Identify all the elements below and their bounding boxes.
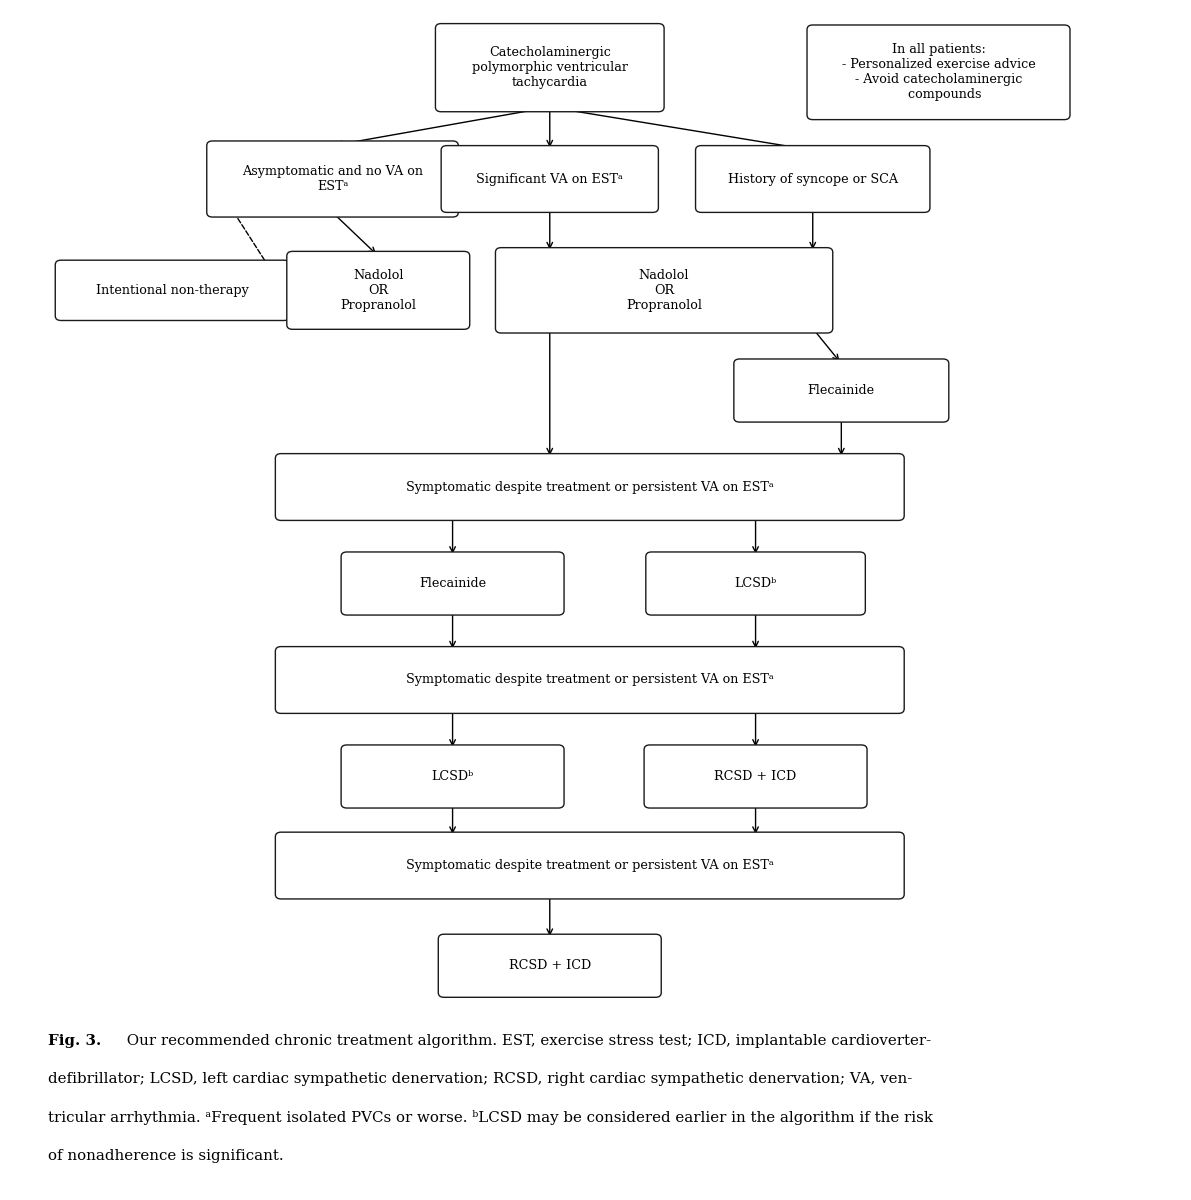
FancyBboxPatch shape (287, 251, 469, 329)
Text: Flecainide: Flecainide (419, 577, 486, 590)
FancyBboxPatch shape (807, 25, 1070, 120)
FancyBboxPatch shape (646, 552, 866, 616)
Text: Symptomatic despite treatment or persistent VA on ESTᵃ: Symptomatic despite treatment or persist… (406, 480, 774, 493)
Text: RCSD + ICD: RCSD + ICD (715, 770, 797, 782)
FancyBboxPatch shape (275, 454, 904, 521)
Text: Symptomatic despite treatment or persistent VA on ESTᵃ: Symptomatic despite treatment or persist… (406, 859, 774, 872)
FancyBboxPatch shape (341, 745, 565, 808)
Text: Nadolol
OR
Propranolol: Nadolol OR Propranolol (626, 269, 703, 312)
FancyBboxPatch shape (436, 24, 665, 112)
Text: RCSD + ICD: RCSD + ICD (509, 959, 591, 972)
Text: Significant VA on ESTᵃ: Significant VA on ESTᵃ (476, 173, 623, 186)
FancyBboxPatch shape (441, 145, 659, 212)
Text: LCSDᵇ: LCSDᵇ (431, 770, 474, 782)
Text: Asymptomatic and no VA on
ESTᵃ: Asymptomatic and no VA on ESTᵃ (242, 164, 423, 193)
Text: Our recommended chronic treatment algorithm. EST, exercise stress test; ICD, imp: Our recommended chronic treatment algori… (123, 1034, 931, 1048)
Text: Nadolol
OR
Propranolol: Nadolol OR Propranolol (341, 269, 417, 312)
Text: History of syncope or SCA: History of syncope or SCA (728, 173, 898, 186)
FancyBboxPatch shape (207, 140, 459, 217)
Text: of nonadherence is significant.: of nonadherence is significant. (48, 1148, 283, 1163)
Text: Catecholaminergic
polymorphic ventricular
tachycardia: Catecholaminergic polymorphic ventricula… (472, 46, 628, 89)
FancyBboxPatch shape (275, 647, 904, 713)
FancyBboxPatch shape (644, 745, 867, 808)
Text: Fig. 3.: Fig. 3. (48, 1034, 101, 1048)
FancyBboxPatch shape (438, 935, 661, 997)
FancyBboxPatch shape (734, 359, 949, 422)
Text: tricular arrhythmia. ᵃFrequent isolated PVCs or worse. ᵇLCSD may be considered e: tricular arrhythmia. ᵃFrequent isolated … (48, 1110, 933, 1126)
FancyBboxPatch shape (341, 552, 565, 616)
Text: Symptomatic despite treatment or persistent VA on ESTᵃ: Symptomatic despite treatment or persist… (406, 673, 774, 686)
FancyBboxPatch shape (275, 832, 904, 899)
FancyBboxPatch shape (55, 260, 289, 320)
Text: defibrillator; LCSD, left cardiac sympathetic denervation; RCSD, right cardiac s: defibrillator; LCSD, left cardiac sympat… (48, 1073, 912, 1086)
Text: Flecainide: Flecainide (807, 384, 875, 397)
FancyBboxPatch shape (696, 145, 930, 212)
Text: Intentional non-therapy: Intentional non-therapy (96, 284, 249, 296)
Text: LCSDᵇ: LCSDᵇ (735, 577, 777, 590)
Text: In all patients:
- Personalized exercise advice
- Avoid catecholaminergic
   com: In all patients: - Personalized exercise… (842, 43, 1035, 101)
FancyBboxPatch shape (495, 247, 833, 334)
